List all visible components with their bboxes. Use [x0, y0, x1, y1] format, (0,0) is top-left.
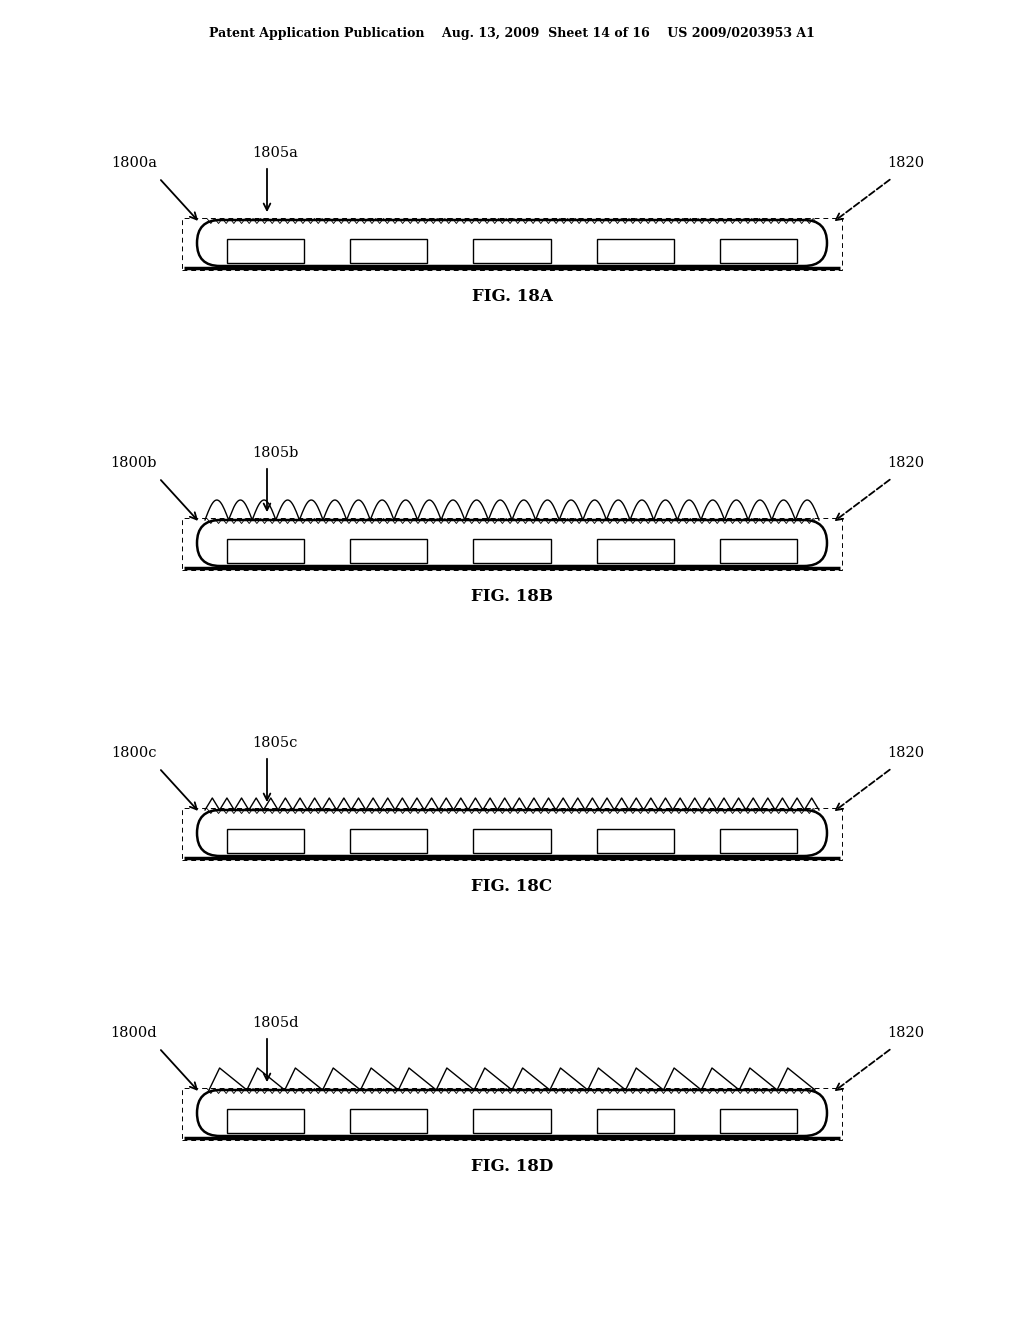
Bar: [473, 829, 551, 853]
Text: FIG. 18A: FIG. 18A: [472, 288, 552, 305]
Text: 1805d: 1805d: [252, 1016, 299, 1030]
Bar: [597, 239, 674, 263]
Text: 1800d: 1800d: [111, 1026, 157, 1040]
Bar: [720, 829, 797, 853]
Bar: [473, 239, 551, 263]
Bar: [473, 539, 551, 564]
Bar: [720, 239, 797, 263]
Bar: [227, 1109, 304, 1133]
Text: 1800a: 1800a: [111, 156, 157, 170]
Text: FIG. 18C: FIG. 18C: [471, 878, 553, 895]
Bar: [227, 539, 304, 564]
Bar: [350, 239, 427, 263]
Bar: [597, 829, 674, 853]
Bar: [350, 1109, 427, 1133]
Bar: [227, 829, 304, 853]
Bar: [182, 218, 842, 271]
Bar: [597, 539, 674, 564]
Text: 1820: 1820: [887, 156, 924, 170]
Text: FIG. 18D: FIG. 18D: [471, 1158, 553, 1175]
FancyBboxPatch shape: [197, 520, 827, 566]
Bar: [473, 1109, 551, 1133]
Bar: [182, 517, 842, 570]
Bar: [720, 1109, 797, 1133]
Text: Patent Application Publication    Aug. 13, 2009  Sheet 14 of 16    US 2009/02039: Patent Application Publication Aug. 13, …: [209, 26, 815, 40]
Bar: [597, 1109, 674, 1133]
FancyBboxPatch shape: [197, 810, 827, 855]
FancyBboxPatch shape: [197, 1090, 827, 1137]
Bar: [182, 808, 842, 861]
Bar: [350, 829, 427, 853]
Text: 1805b: 1805b: [252, 446, 298, 459]
Text: FIG. 18B: FIG. 18B: [471, 587, 553, 605]
Text: 1800b: 1800b: [111, 455, 157, 470]
Text: 1820: 1820: [887, 455, 924, 470]
Text: 1805c: 1805c: [252, 737, 297, 750]
FancyBboxPatch shape: [197, 220, 827, 267]
Bar: [227, 239, 304, 263]
Text: 1800c: 1800c: [112, 746, 157, 760]
Bar: [350, 539, 427, 564]
Text: 1820: 1820: [887, 1026, 924, 1040]
Text: 1805a: 1805a: [252, 147, 298, 160]
Bar: [182, 1088, 842, 1140]
Bar: [720, 539, 797, 564]
Text: 1820: 1820: [887, 746, 924, 760]
